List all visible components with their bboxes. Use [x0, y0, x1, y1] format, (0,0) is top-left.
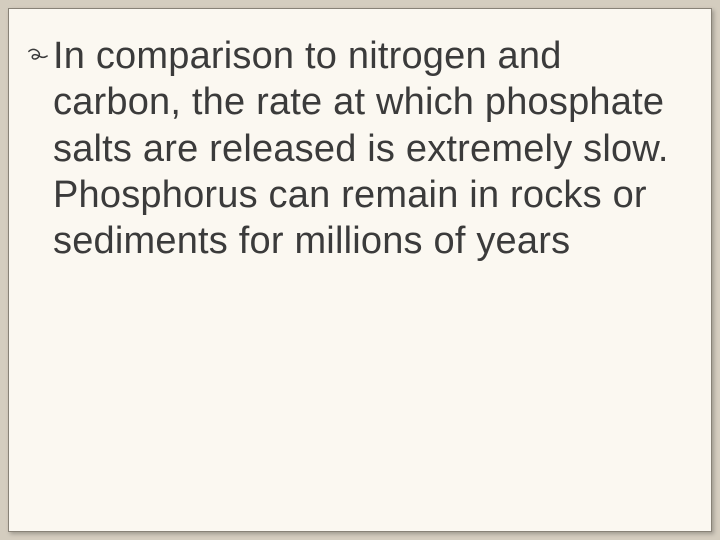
slide-body-text: In comparison to nitrogen and carbon, th…	[53, 33, 681, 265]
cursive-arrow-icon	[27, 47, 49, 65]
bullet-item: In comparison to nitrogen and carbon, th…	[53, 33, 681, 265]
slide-panel: In comparison to nitrogen and carbon, th…	[8, 8, 712, 532]
